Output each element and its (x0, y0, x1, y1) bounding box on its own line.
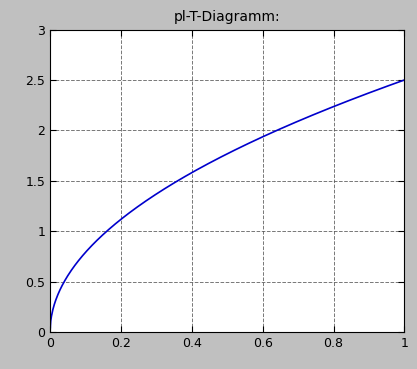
Title: pl-T-Diagramm:: pl-T-Diagramm: (174, 10, 281, 24)
